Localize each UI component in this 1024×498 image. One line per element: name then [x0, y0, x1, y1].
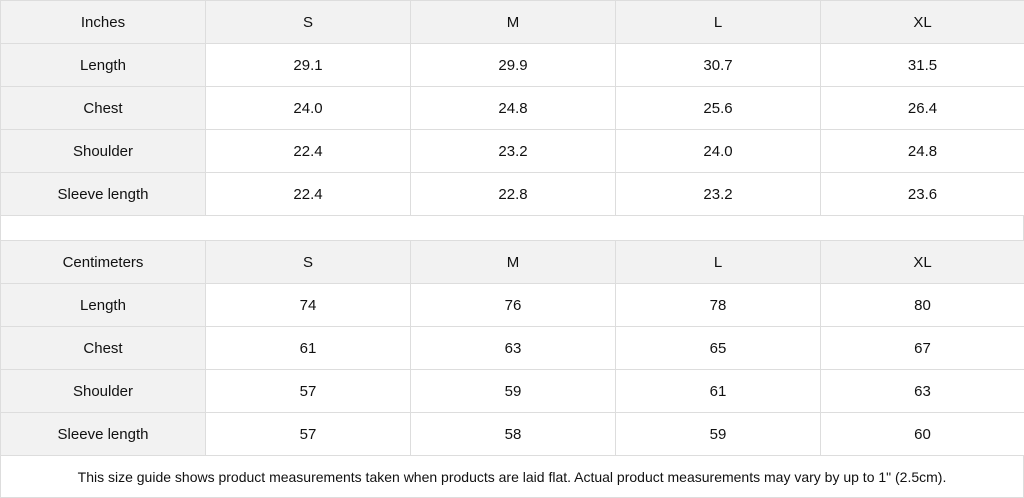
measurement-value: 25.6: [616, 87, 821, 130]
measurement-value: 22.4: [206, 173, 411, 216]
measurement-value: 24.8: [821, 130, 1024, 173]
measurement-value: 22.4: [206, 130, 411, 173]
measurement-value: 78: [616, 284, 821, 327]
measurement-value: 74: [206, 284, 411, 327]
measurement-value: 57: [206, 370, 411, 413]
size-header: S: [206, 241, 411, 284]
measurement-value: 59: [411, 370, 616, 413]
measurement-value: 22.8: [411, 173, 616, 216]
measurement-value: 63: [411, 327, 616, 370]
measurement-value: 24.8: [411, 87, 616, 130]
size-header: XL: [821, 1, 1024, 44]
measurement-value: 26.4: [821, 87, 1024, 130]
measurement-value: 67: [821, 327, 1024, 370]
measurement-value: 63: [821, 370, 1024, 413]
measurement-label: Sleeve length: [1, 413, 206, 456]
unit-header: Centimeters: [1, 241, 206, 284]
measurement-label: Shoulder: [1, 370, 206, 413]
measurement-value: 30.7: [616, 44, 821, 87]
measurement-label: Length: [1, 44, 206, 87]
inches-table: Inches S M L XL Length 29.1 29.9 30.7 31.5 Chest 24…: [0, 0, 1024, 216]
size-header: S: [206, 1, 411, 44]
measurement-value: 65: [616, 327, 821, 370]
size-header: L: [616, 1, 821, 44]
measurement-value: 24.0: [206, 87, 411, 130]
measurement-value: 24.0: [616, 130, 821, 173]
measurement-value: 31.5: [821, 44, 1024, 87]
measurement-value: 29.1: [206, 44, 411, 87]
measurement-label: Shoulder: [1, 130, 206, 173]
measurement-label: Sleeve length: [1, 173, 206, 216]
measurement-label: Chest: [1, 327, 206, 370]
measurement-value: 23.6: [821, 173, 1024, 216]
measurement-value: 61: [206, 327, 411, 370]
measurement-label: Chest: [1, 87, 206, 130]
size-header: L: [616, 241, 821, 284]
size-header: M: [411, 1, 616, 44]
measurement-value: 59: [616, 413, 821, 456]
size-guide-note: This size guide shows product measuremen…: [0, 456, 1024, 498]
measurement-value: 57: [206, 413, 411, 456]
size-header: M: [411, 241, 616, 284]
spacer: [0, 216, 1024, 241]
measurement-label: Length: [1, 284, 206, 327]
measurement-value: 23.2: [616, 173, 821, 216]
centimeters-table: Centimeters S M L XL Length 74 76 78 80 Chest 61 63 6…: [0, 241, 1024, 456]
size-header: XL: [821, 241, 1024, 284]
measurement-value: 58: [411, 413, 616, 456]
unit-header: Inches: [1, 1, 206, 44]
measurement-value: 29.9: [411, 44, 616, 87]
measurement-value: 61: [616, 370, 821, 413]
measurement-value: 60: [821, 413, 1024, 456]
measurement-value: 80: [821, 284, 1024, 327]
measurement-value: 23.2: [411, 130, 616, 173]
measurement-value: 76: [411, 284, 616, 327]
